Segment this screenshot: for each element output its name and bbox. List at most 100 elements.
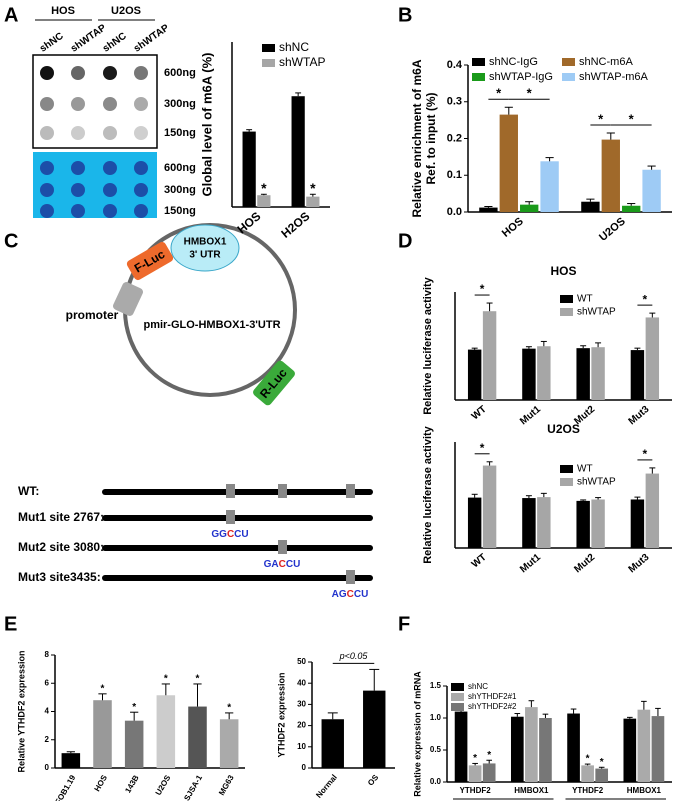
legend-swatch: [562, 58, 575, 66]
amount-label: 150ng: [164, 205, 196, 217]
bar: [581, 201, 600, 212]
y-tick-label: 0: [45, 763, 50, 772]
y-axis-label: Relative luciferase activity: [422, 425, 434, 563]
error-bar: [649, 312, 656, 318]
amount-label: 600ng: [164, 162, 196, 174]
bar: [540, 161, 559, 212]
dot: [71, 97, 85, 111]
error-bar: [309, 193, 316, 197]
panel-label: F: [398, 613, 410, 635]
bar: [623, 718, 637, 782]
error-bar: [586, 198, 595, 202]
legend-label: shWTAP: [577, 307, 616, 318]
y-tick-label: 20: [297, 721, 306, 730]
bar: [537, 346, 551, 400]
error-bar: [627, 203, 636, 206]
amount-label: 300ng: [164, 98, 196, 110]
y-tick-label: 0.4: [447, 59, 463, 71]
error-bar: [647, 165, 656, 170]
error-bar: [98, 693, 107, 701]
dot: [71, 204, 85, 218]
dot: [40, 204, 54, 218]
error-bar: [595, 497, 602, 500]
panel-label: A: [4, 4, 18, 26]
bar: [499, 114, 518, 212]
bar: [642, 169, 661, 212]
site-box: [346, 570, 355, 584]
error-bar: [525, 201, 534, 205]
significance-label: *: [598, 111, 604, 126]
error-bar: [595, 342, 602, 348]
bar: [522, 348, 536, 400]
significance-label: *: [480, 441, 485, 455]
legend-label: shNC-m6A: [579, 56, 633, 68]
sequence: AGCCU: [332, 589, 369, 600]
legend-swatch: [451, 693, 464, 701]
bar: [321, 719, 344, 768]
error-bar: [514, 713, 521, 717]
dot: [134, 183, 148, 197]
legend-swatch: [562, 73, 575, 81]
dot: [103, 161, 117, 175]
y-tick-label: 4: [45, 707, 50, 716]
sequence-part: C: [227, 529, 234, 540]
significance-label: *: [101, 683, 105, 694]
legend-swatch: [262, 59, 275, 67]
sequence-part: CU: [234, 529, 248, 540]
error-bar: [655, 707, 661, 717]
y-axis-label: YTHDF2 expression: [276, 672, 286, 757]
error-bar: [193, 683, 202, 707]
dot: [134, 204, 148, 218]
f-luc-box: [126, 241, 174, 281]
amount-label: 300ng: [164, 184, 196, 196]
y-axis-label: Relative YTHDF2 expression: [16, 651, 26, 773]
error-bar: [161, 683, 170, 696]
bar: [525, 707, 538, 782]
site-box: [226, 510, 235, 524]
vector-name: pmir-GLO-HMBOX1-3'UTR: [143, 319, 280, 331]
x-tick-label: HMBOX1: [627, 786, 662, 795]
legend-swatch: [472, 58, 485, 66]
y-tick-label: 0.2: [447, 132, 462, 144]
significance-label: *: [643, 292, 648, 306]
legend-label: shNC-IgG: [489, 56, 538, 68]
y-axis-label: Relative enrichment of m6A: [410, 59, 424, 217]
error-bar: [225, 712, 234, 720]
bar: [124, 720, 144, 768]
sequence-part: GG: [211, 529, 227, 540]
significance-label: *: [480, 282, 485, 296]
y-tick-label: 1.0: [430, 713, 442, 722]
error-bar: [528, 700, 535, 708]
bar: [156, 695, 176, 768]
dot: [71, 161, 85, 175]
dot: [40, 66, 54, 80]
bar: [576, 348, 590, 400]
dot: [103, 97, 117, 111]
error-bar: [66, 751, 75, 754]
y-tick-label: 8: [45, 650, 50, 659]
y-tick-label: 2: [45, 735, 50, 744]
x-tick-label: YTHDF2: [572, 786, 604, 795]
panel-label: E: [4, 613, 17, 635]
x-tick-label: YTHDF2: [460, 786, 492, 795]
error-bar: [327, 712, 338, 720]
significance-label: *: [196, 674, 200, 685]
significance-label: *: [643, 447, 648, 461]
bar: [595, 768, 609, 782]
y-axis-label: Relative luciferase activity: [422, 276, 434, 414]
dot: [40, 97, 54, 111]
bar: [510, 716, 524, 782]
error-bar: [634, 347, 641, 351]
error-bar: [580, 345, 587, 349]
error-bar: [540, 492, 547, 498]
group-label: HOS: [51, 5, 75, 17]
promoter-label: promoter: [66, 308, 119, 322]
legend-swatch: [560, 308, 573, 316]
error-bar: [260, 193, 267, 196]
legend-label: shNC: [279, 40, 309, 54]
error-bar: [540, 340, 547, 347]
significance-label: *: [310, 180, 316, 196]
y-tick-label: 0.1: [447, 169, 462, 181]
error-bar: [542, 713, 549, 718]
